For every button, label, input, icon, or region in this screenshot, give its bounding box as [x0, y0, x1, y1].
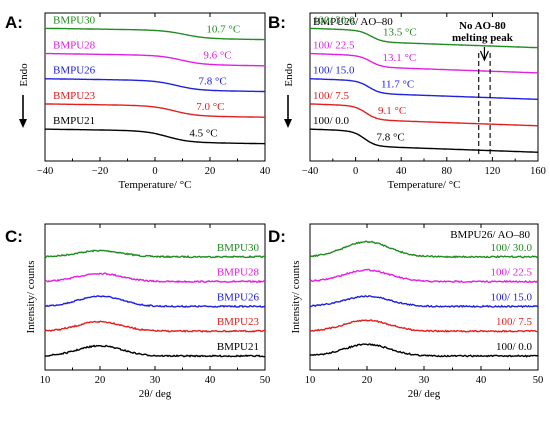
x-tick-label: 50 — [533, 375, 544, 386]
series-line — [309, 268, 539, 284]
annotation-text: No AO-80 — [459, 20, 506, 32]
x-tick-label: 10 — [305, 375, 316, 386]
x-tick-label: 40 — [205, 375, 216, 386]
x-tick-label: 20 — [205, 166, 216, 177]
series-label: BMPU30 — [53, 14, 96, 26]
series-line — [309, 295, 539, 309]
y-axis-label: Intensity/ counts — [290, 260, 302, 333]
series-line — [44, 249, 266, 259]
panel-label: A: — [5, 13, 23, 32]
y-axis-label: Endo — [18, 63, 30, 87]
x-tick-label: 160 — [530, 166, 546, 177]
endo-arrow-icon — [19, 119, 27, 128]
x-tick-label: 80 — [442, 166, 453, 177]
tg-label: 7.8 °C — [376, 131, 404, 143]
series-label: BMPU23 — [53, 90, 96, 102]
series-line — [310, 318, 539, 333]
endo-arrow-icon — [284, 119, 292, 128]
chart-title: BMPU26/ AO–80 — [313, 16, 393, 28]
x-tick-label: 50 — [260, 375, 271, 386]
panel-b: B: −40 0 40 80 120 160 Temperature/ °C Endo BMPU2… — [268, 12, 546, 191]
panel-label: B: — [268, 13, 286, 32]
panel-a: A: −40 −20 0 20 40 Temperature/ °C Endo BMPU30 10… — [5, 12, 271, 191]
panel-label: D: — [268, 227, 286, 246]
series-line — [44, 272, 266, 284]
series-label: 100/ 15.0 — [313, 65, 355, 77]
series-label: 100/ 30.0 — [490, 242, 532, 254]
x-tick-label: 40 — [396, 166, 407, 177]
series-line — [309, 343, 539, 358]
series-line — [309, 128, 539, 153]
series-label: 100/ 22.5 — [313, 40, 355, 52]
series-label: 100/ 15.0 — [490, 291, 532, 303]
series-line — [44, 78, 265, 93]
tg-label: 13.1 °C — [383, 52, 417, 64]
series-line — [44, 128, 265, 145]
x-tick-label: 120 — [485, 166, 501, 177]
tg-label: 9.6 °C — [203, 50, 231, 62]
x-tick-label: 0 — [152, 166, 157, 177]
tg-label: 13.5 °C — [383, 27, 417, 39]
x-axis-label: Temperature/ °C — [388, 179, 461, 191]
series-label: BMPU28 — [217, 267, 260, 279]
series-label: 100/ 0.0 — [313, 115, 350, 127]
series-line — [309, 78, 538, 101]
x-tick-label: 40 — [260, 166, 271, 177]
x-tick-label: 20 — [362, 375, 373, 386]
tg-label: 10.7 °C — [206, 23, 240, 35]
annotation-text: melting peak — [452, 32, 514, 44]
y-axis-label: Intensity/ counts — [25, 260, 37, 333]
tg-label: 7.0 °C — [196, 101, 224, 113]
series-label: BMPU28 — [53, 40, 96, 52]
series-line — [44, 27, 265, 41]
panel-label: C: — [5, 227, 23, 246]
annotation-arrow-icon — [479, 50, 489, 62]
panel-c: C: 10 20 30 40 50 2θ/ deg Intensity/ counts BMPU… — [5, 223, 271, 400]
series-label: 100/ 0.0 — [496, 341, 533, 353]
panel-d: D: 10 20 30 40 50 2θ/ deg Intensity/ counts BMPU… — [268, 223, 544, 400]
series-line — [309, 103, 538, 127]
series-line — [309, 52, 539, 74]
x-tick-label: 30 — [150, 375, 161, 386]
x-tick-label: 10 — [40, 375, 51, 386]
series-label: 100/ 22.5 — [490, 267, 532, 279]
tg-label: 4.5 °C — [189, 127, 217, 139]
series-line — [44, 320, 266, 333]
series-line — [309, 27, 539, 49]
tg-label: 9.1 °C — [378, 105, 406, 117]
chart-title: BMPU26/ AO–80 — [450, 229, 530, 241]
series-line — [44, 344, 266, 358]
series-line — [309, 240, 539, 259]
y-axis-label: Endo — [283, 63, 295, 87]
x-axis-label: 2θ/ deg — [408, 388, 441, 400]
series-line — [45, 295, 266, 309]
series-label: BMPU21 — [53, 115, 95, 127]
x-tick-label: 40 — [476, 375, 487, 386]
tg-label: 7.8 °C — [198, 75, 226, 87]
x-tick-label: 0 — [353, 166, 358, 177]
x-tick-label: −20 — [92, 166, 108, 177]
series-label: BMPU26 — [217, 291, 260, 303]
x-axis-label: 2θ/ deg — [139, 388, 172, 400]
series-label: BMPU26 — [53, 65, 96, 77]
x-tick-label: −40 — [302, 166, 318, 177]
x-tick-label: 20 — [95, 375, 106, 386]
series-line — [44, 52, 265, 67]
series-label: BMPU21 — [217, 341, 259, 353]
series-label: BMPU30 — [217, 242, 260, 254]
series-label: BMPU23 — [217, 316, 260, 328]
x-axis-label: Temperature/ °C — [119, 179, 192, 191]
series-line — [44, 103, 265, 118]
x-tick-label: 30 — [419, 375, 430, 386]
series-label: 100/ 7.5 — [496, 316, 533, 328]
tg-label: 11.7 °C — [381, 78, 414, 90]
series-label: 100/ 30.0 — [313, 14, 355, 26]
series-label: 100/ 7.5 — [313, 90, 350, 102]
x-tick-label: −40 — [37, 166, 53, 177]
